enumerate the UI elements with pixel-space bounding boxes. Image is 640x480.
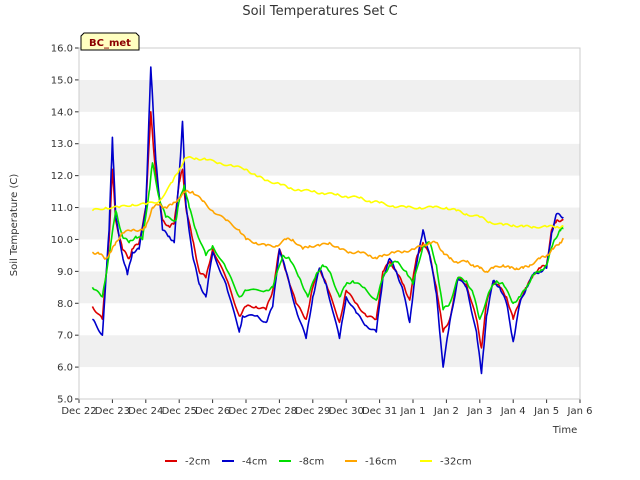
x-tick-label: Jan 2 xyxy=(433,406,459,417)
y-tick-label: 5.0 xyxy=(57,395,73,406)
plot-frame xyxy=(78,47,581,400)
grid-band xyxy=(79,48,580,80)
series-lines xyxy=(91,66,565,375)
grid-band xyxy=(79,79,580,112)
legend-label: -8cm xyxy=(299,457,324,468)
y-axis: 5.0 6.0 7.0 8.0 9.0 10.0 11.0 12.0 13.0 14.0 15.0 1… xyxy=(51,44,79,406)
y-tick-label: 12.0 xyxy=(51,171,73,182)
chart-title: Soil Temperatures Set C xyxy=(242,4,397,19)
x-tick-label: Dec 28 xyxy=(262,406,297,417)
badge-box xyxy=(80,32,140,51)
y-tick-label: 9.0 xyxy=(57,267,73,278)
legend-label: -4cm xyxy=(242,457,267,468)
legend-label: -16cm xyxy=(365,457,397,468)
x-tick-label: Dec 22 xyxy=(61,406,96,417)
series-line-minus-16cm xyxy=(91,189,565,273)
x-tick-label: Dec 29 xyxy=(295,406,330,417)
x-tick-label: Jan 1 xyxy=(400,406,426,417)
x-tick-label: Dec 24 xyxy=(128,406,163,417)
legend-label: -32cm xyxy=(440,457,472,468)
legend-label: -2cm xyxy=(185,457,210,468)
y-tick-label: 14.0 xyxy=(51,107,73,118)
x-tick-label: Dec 30 xyxy=(329,406,364,417)
y-tick-label: 10.0 xyxy=(51,235,73,246)
x-tick-label: Dec 31 xyxy=(362,406,397,417)
y-tick-label: 6.0 xyxy=(57,363,73,374)
grid-band xyxy=(79,175,580,208)
x-tick-label: Jan 4 xyxy=(500,406,526,417)
grid-band xyxy=(79,367,580,399)
badge-label: BC_met xyxy=(89,38,131,49)
y-tick-label: 11.0 xyxy=(51,203,73,214)
x-tick-label: Dec 26 xyxy=(195,406,230,417)
bc-met-badge: BC_met xyxy=(80,32,140,51)
grid-band xyxy=(79,111,580,144)
y-axis-label: Soil Temperature (C) xyxy=(9,174,20,277)
grid-band xyxy=(79,335,580,368)
x-tick-label: Jan 3 xyxy=(466,406,492,417)
x-tick-label: Jan 5 xyxy=(533,406,559,417)
x-tick-label: Jan 6 xyxy=(567,406,593,417)
series-line-minus-8cm xyxy=(91,162,564,320)
x-tick-label: Dec 23 xyxy=(95,406,130,417)
grid-band xyxy=(79,143,580,176)
x-tick-label: Dec 25 xyxy=(162,406,197,417)
y-tick-label: 13.0 xyxy=(51,139,73,150)
x-tick-label: Dec 27 xyxy=(228,406,263,417)
series-line-minus-32cm xyxy=(91,156,564,229)
x-axis-label: Time xyxy=(552,425,577,436)
grid-band xyxy=(79,303,580,336)
y-tick-label: 7.0 xyxy=(57,331,73,342)
y-tick-label: 16.0 xyxy=(51,44,73,55)
y-tick-label: 15.0 xyxy=(51,75,73,86)
legend: -2cm -4cm -8cm -16cm -32cm xyxy=(165,457,472,468)
y-tick-label: 8.0 xyxy=(57,299,73,310)
